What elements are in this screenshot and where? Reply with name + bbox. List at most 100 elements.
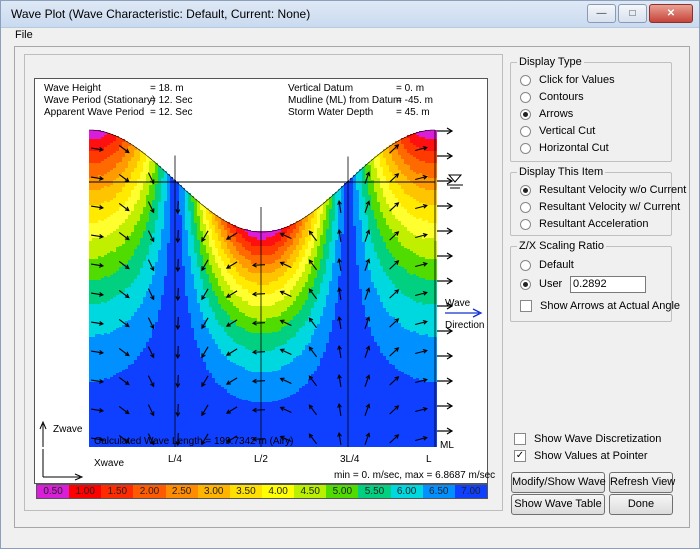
contour-cell [173, 231, 176, 234]
contour-cell [131, 172, 134, 175]
contour-cell [128, 269, 131, 272]
contour-cell [104, 402, 107, 405]
contour-cell [239, 252, 242, 255]
contour-cell [161, 346, 164, 349]
minimize-icon[interactable]: — [587, 4, 616, 23]
contour-cell [119, 234, 122, 237]
contour-cell [155, 268, 158, 271]
contour-cell [119, 330, 122, 333]
contour-cell [188, 406, 191, 409]
contour-cell [158, 232, 161, 235]
contour-cell [212, 390, 215, 393]
contour-cell [161, 235, 164, 238]
contour-cell [224, 296, 227, 299]
contour-cell [92, 289, 95, 292]
contour-cell [200, 339, 203, 342]
contour-cell [224, 413, 227, 416]
contour-cell [95, 289, 98, 292]
contour-cell [134, 423, 137, 426]
contour-cell [191, 400, 194, 403]
contour-cell [122, 232, 125, 235]
contour-cell [197, 381, 200, 384]
contour-cell [95, 250, 98, 253]
contour-cell [230, 428, 233, 431]
contour-cell [248, 359, 251, 362]
contour-cell [191, 289, 194, 292]
contour-cell [116, 229, 119, 232]
contour-cell [149, 254, 152, 257]
contour-cell [113, 426, 116, 429]
contour-cell [245, 367, 248, 370]
contour-cell [167, 291, 170, 294]
contour-cell [92, 415, 95, 418]
contour-cell [149, 203, 152, 206]
contour-cell [230, 314, 233, 317]
contour-cell [173, 291, 176, 294]
contour-cell [125, 225, 128, 228]
contour-cell [170, 408, 173, 411]
contour-cell [167, 384, 170, 387]
contour-cell [107, 394, 110, 397]
contour-cell [122, 208, 125, 211]
contour-cell [230, 302, 233, 305]
wave-plot-canvas[interactable] [34, 78, 488, 484]
contour-cell [140, 421, 143, 424]
contour-cell [167, 255, 170, 258]
contour-cell [158, 175, 161, 178]
contour-cell [197, 270, 200, 273]
contour-cell [236, 395, 239, 398]
contour-cell [167, 237, 170, 240]
contour-cell [116, 193, 119, 196]
contour-cell [128, 164, 131, 167]
contour-cell [191, 223, 194, 226]
contour-cell [92, 355, 95, 358]
contour-cell [248, 389, 251, 392]
contour-cell [200, 243, 203, 246]
contour-cell [182, 254, 185, 257]
contour-cell [155, 418, 158, 421]
contour-cell [110, 281, 113, 284]
contour-cell [254, 324, 257, 327]
contour-cell [128, 320, 131, 323]
contour-cell [152, 260, 155, 263]
contour-cell [251, 369, 254, 372]
contour-cell [161, 343, 164, 346]
contour-cell [113, 234, 116, 237]
contour-cell [89, 256, 92, 259]
contour-cell [239, 384, 242, 387]
contour-cell [104, 228, 107, 231]
contour-cell [191, 334, 194, 337]
contour-cell [146, 201, 149, 204]
contour-cell [116, 391, 119, 394]
contour-cell [161, 373, 164, 376]
contour-cell [92, 268, 95, 271]
contour-cell [161, 283, 164, 286]
contour-cell [95, 343, 98, 346]
contour-cell [104, 288, 107, 291]
contour-cell [188, 238, 191, 241]
contour-cell [164, 342, 167, 345]
contour-cell [98, 445, 101, 447]
menu-file[interactable]: File [15, 29, 33, 41]
contour-cell [209, 274, 212, 277]
contour-cell [230, 257, 233, 260]
contour-cell [89, 289, 92, 292]
contour-cell [131, 403, 134, 406]
contour-cell [122, 154, 125, 157]
contour-cell [143, 435, 146, 438]
contour-cell [137, 383, 140, 386]
contour-cell [101, 167, 104, 170]
contour-cell [140, 409, 143, 412]
contour-cell [152, 176, 155, 179]
maximize-icon[interactable]: □ [618, 4, 647, 23]
contour-cell [101, 281, 104, 284]
contour-cell [119, 354, 122, 357]
contour-cell [152, 320, 155, 323]
close-icon[interactable]: ✕ [649, 4, 693, 23]
contour-cell [104, 201, 107, 204]
contour-cell [170, 387, 173, 390]
contour-cell [146, 351, 149, 354]
contour-cell [197, 264, 200, 267]
contour-cell [224, 251, 227, 254]
contour-cell [191, 385, 194, 388]
